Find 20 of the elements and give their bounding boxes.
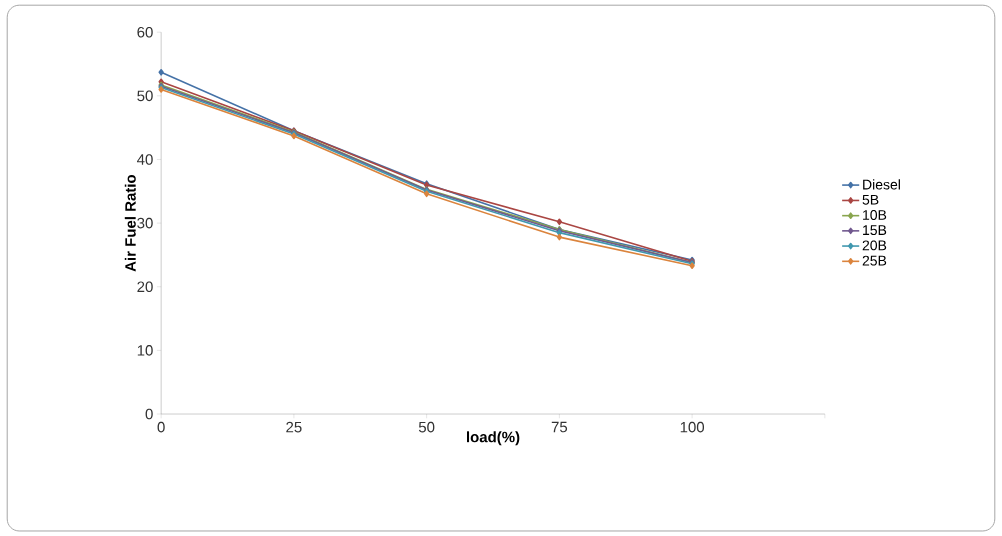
legend-label: 20B	[862, 240, 887, 251]
y-tick-label: 0	[145, 408, 153, 420]
legend-label: 25B	[862, 255, 887, 266]
legend-label: 15B	[863, 225, 887, 235]
x-axis-title: load(%)	[466, 431, 520, 446]
x-tick-label: 25	[286, 421, 302, 433]
y-tick-label: 20	[137, 281, 153, 292]
legend-label: Diesel	[863, 179, 900, 190]
y-tick-label: 60	[137, 26, 153, 38]
x-tick-label: 50	[418, 421, 435, 433]
legend-label: 10B	[863, 209, 887, 220]
x-tick-label: 0	[157, 421, 165, 433]
legend-label: 5B	[862, 194, 879, 205]
y-tick-label: 50	[137, 90, 153, 102]
y-tick-label: 40	[137, 154, 153, 165]
x-tick-label: 75	[551, 421, 568, 433]
y-tick-label: 30	[137, 217, 153, 229]
y-tick-label: 10	[137, 345, 153, 356]
y-axis-title: Air Fuel Ratio	[124, 174, 136, 272]
x-tick-label: 100	[680, 421, 705, 433]
